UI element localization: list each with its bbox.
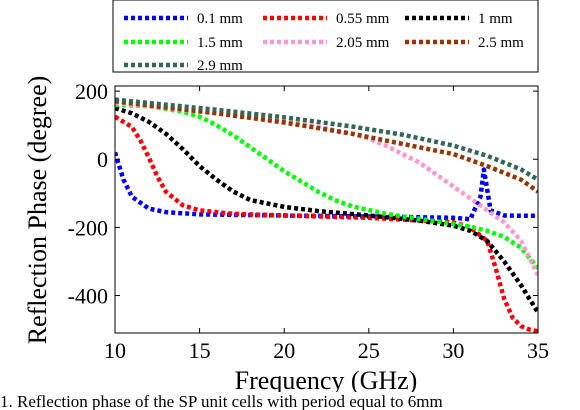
y-tick-label: -200 [68, 215, 108, 240]
y-tick-label: -400 [68, 284, 108, 309]
x-tick-label: 25 [358, 338, 380, 363]
plot-area: 10 15 20 25 30 35 200 0 -200 -400 [68, 79, 549, 363]
plot-frame [114, 85, 539, 334]
series-line-2 [115, 105, 538, 314]
series-line-4 [115, 100, 538, 277]
y-axis-title: Reflection Phase (degree) [23, 76, 52, 345]
legend-label-0: 0.1 mm [197, 11, 243, 27]
series-line-5 [115, 99, 538, 194]
chart: 0.1 mm 0.55 mm 1 mm 1.5 mm 2.05 mm 2.5 mm 2.9 … [23, 0, 549, 392]
legend-label-3: 1.5 mm [197, 35, 243, 51]
x-tick-label: 20 [273, 338, 295, 363]
series-line-3 [115, 102, 538, 270]
series-line-1 [115, 114, 538, 333]
series-line-6 [115, 97, 538, 182]
legend-label-2: 1 mm [478, 11, 513, 27]
y-tick-label: 0 [97, 147, 108, 172]
x-tick-label: 15 [189, 338, 211, 363]
figure-caption: 1. Reflection phase of the SP unit cells… [0, 392, 443, 410]
legend-box [112, 0, 539, 73]
legend-label-4: 2.05 mm [336, 35, 390, 51]
legend-label-5: 2.5 mm [478, 35, 524, 51]
legend-label-1: 0.55 mm [336, 11, 390, 27]
legend-label-6: 2.9 mm [197, 58, 243, 74]
x-tick-label: 35 [527, 338, 549, 363]
x-axis-title: Frequency (GHz) [235, 366, 418, 392]
y-tick-label: 200 [75, 79, 108, 104]
legend: 0.1 mm 0.55 mm 1 mm 1.5 mm 2.05 mm 2.5 mm 2.9 … [112, 0, 539, 74]
x-tick-label: 10 [104, 338, 126, 363]
x-tick-label: 30 [442, 338, 464, 363]
